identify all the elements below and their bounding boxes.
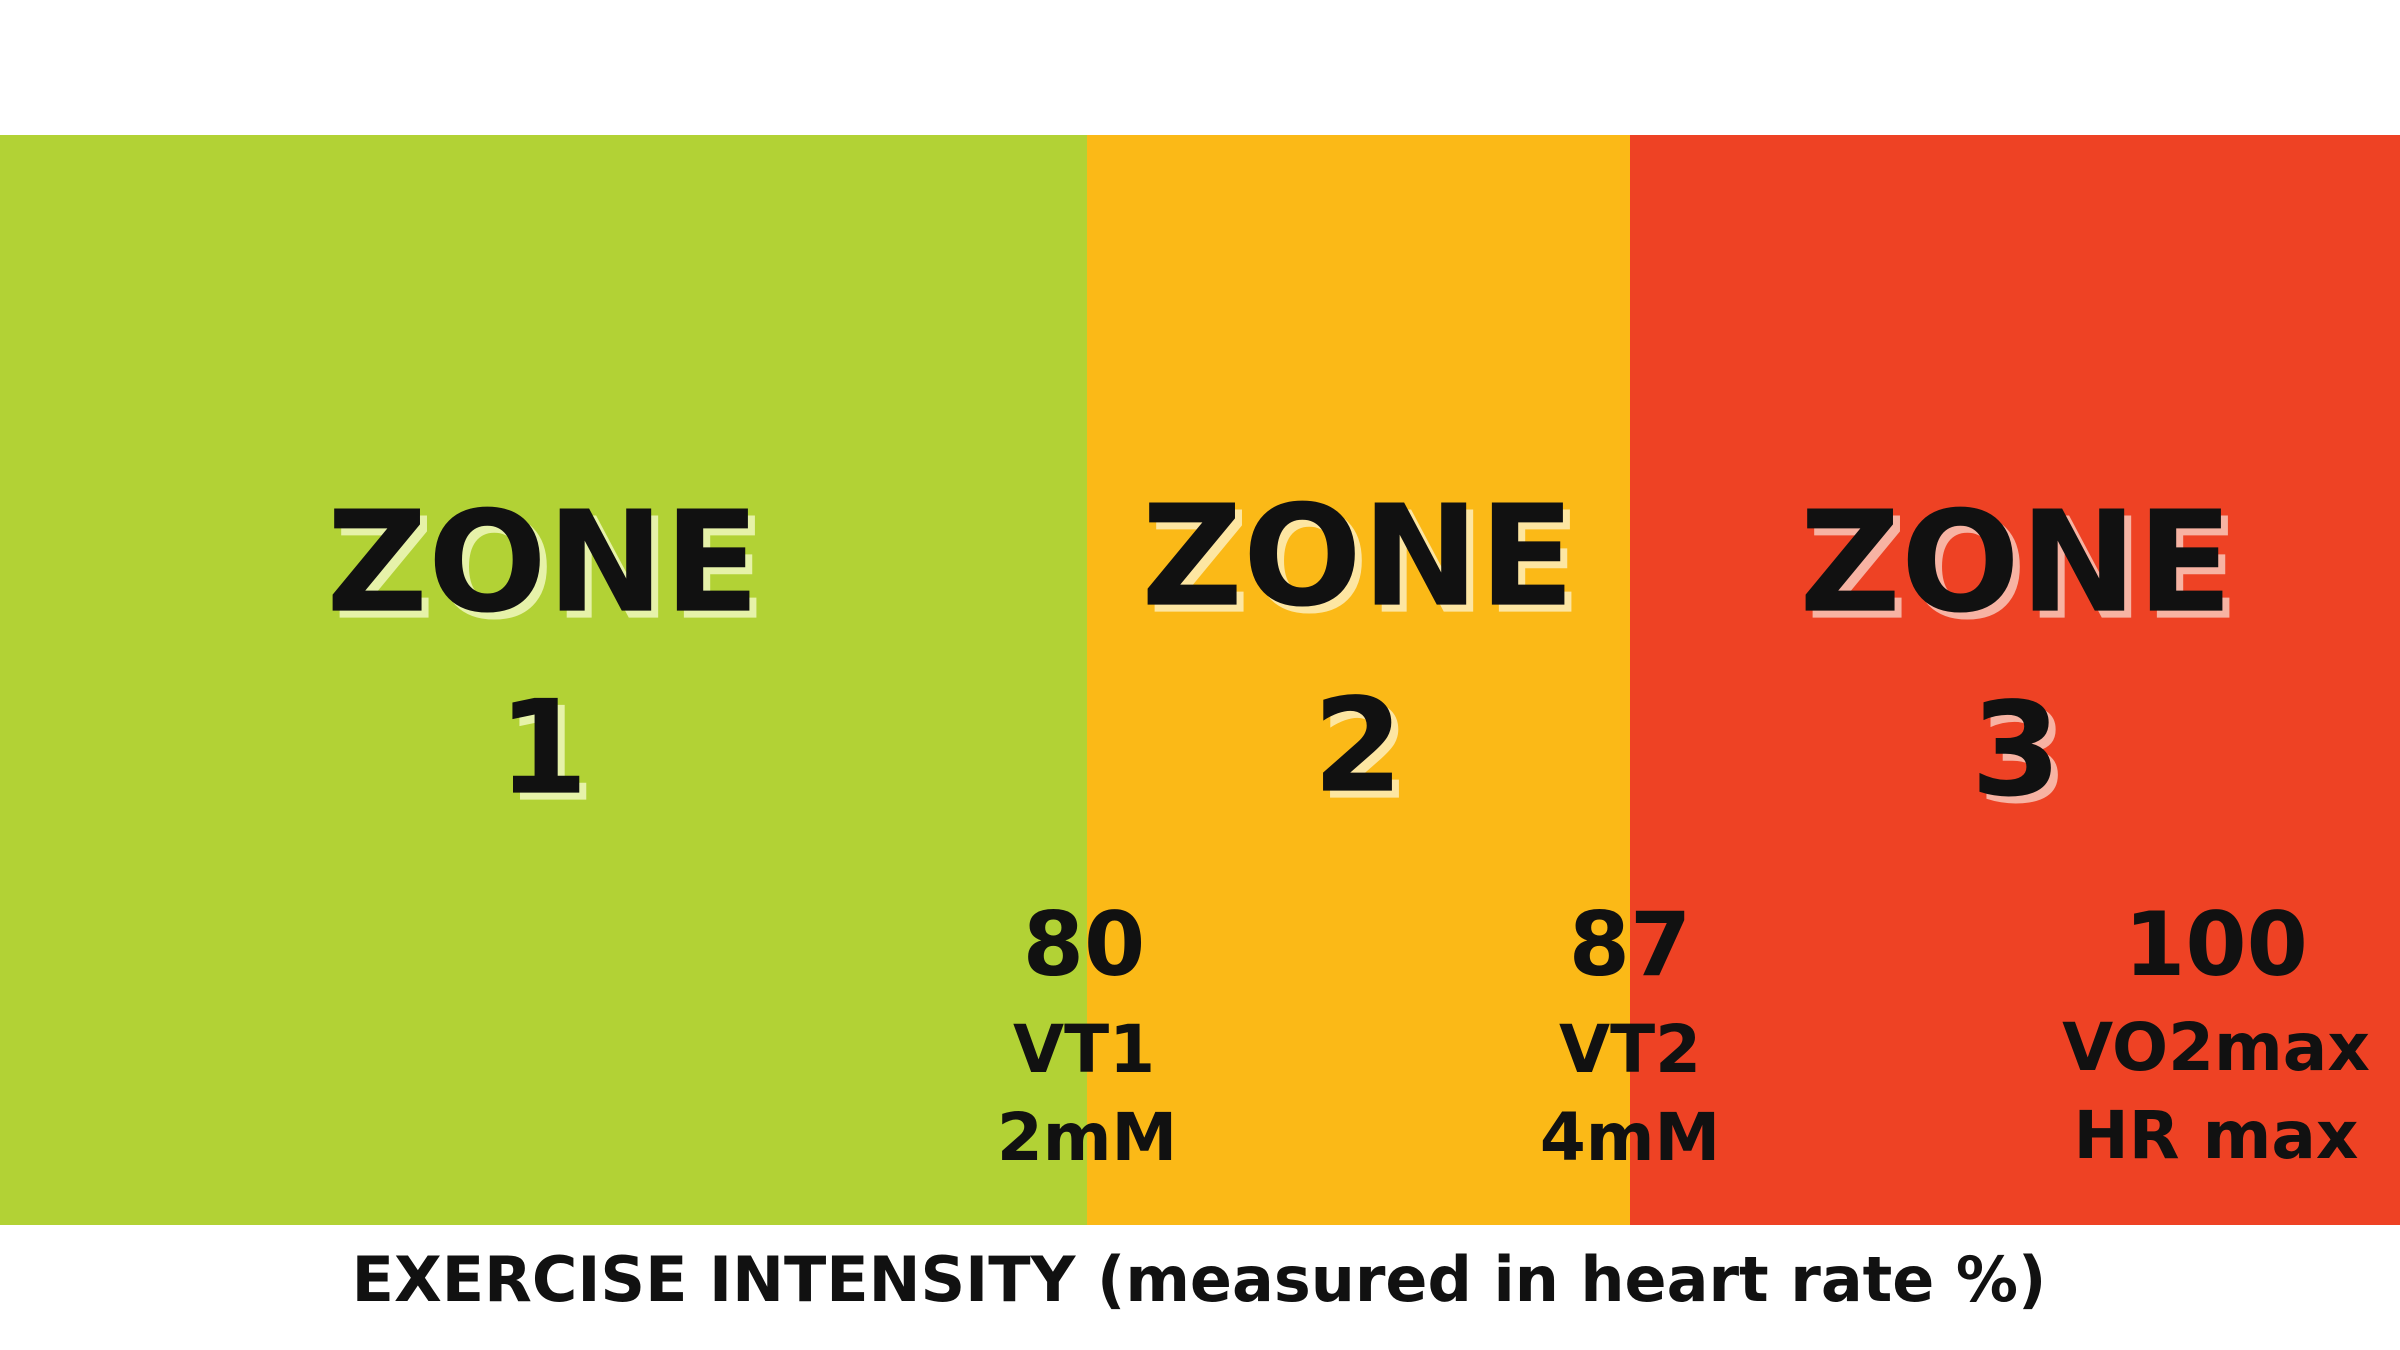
zone-label: ZONE xyxy=(1799,482,2232,645)
threshold-name: VT1 xyxy=(1013,1011,1155,1088)
threshold-value: 87 xyxy=(1569,893,1691,996)
axis-label: EXERCISE INTENSITY (measured in heart ra… xyxy=(352,1243,2047,1316)
threshold-detail: 4mM xyxy=(1540,1099,1720,1176)
threshold-detail: 2mM xyxy=(997,1099,1177,1176)
zone-label: ZONE xyxy=(326,482,759,645)
zone-number: 2 xyxy=(1313,670,1403,822)
threshold-value: 80 xyxy=(1023,893,1145,996)
zone-3-band xyxy=(1630,135,2400,1225)
threshold-name: VT2 xyxy=(1559,1011,1701,1088)
threshold-detail: HR max xyxy=(2074,1097,2359,1174)
zone-number: 3 xyxy=(1971,674,2061,826)
zone-label: ZONE xyxy=(1141,476,1574,639)
zone-1-band xyxy=(0,135,1087,1225)
threshold-name: VO2max xyxy=(2062,1009,2370,1086)
threshold-value: 100 xyxy=(2124,893,2308,996)
zone-2-band xyxy=(1087,135,1630,1225)
zone-number: 1 xyxy=(498,672,588,824)
